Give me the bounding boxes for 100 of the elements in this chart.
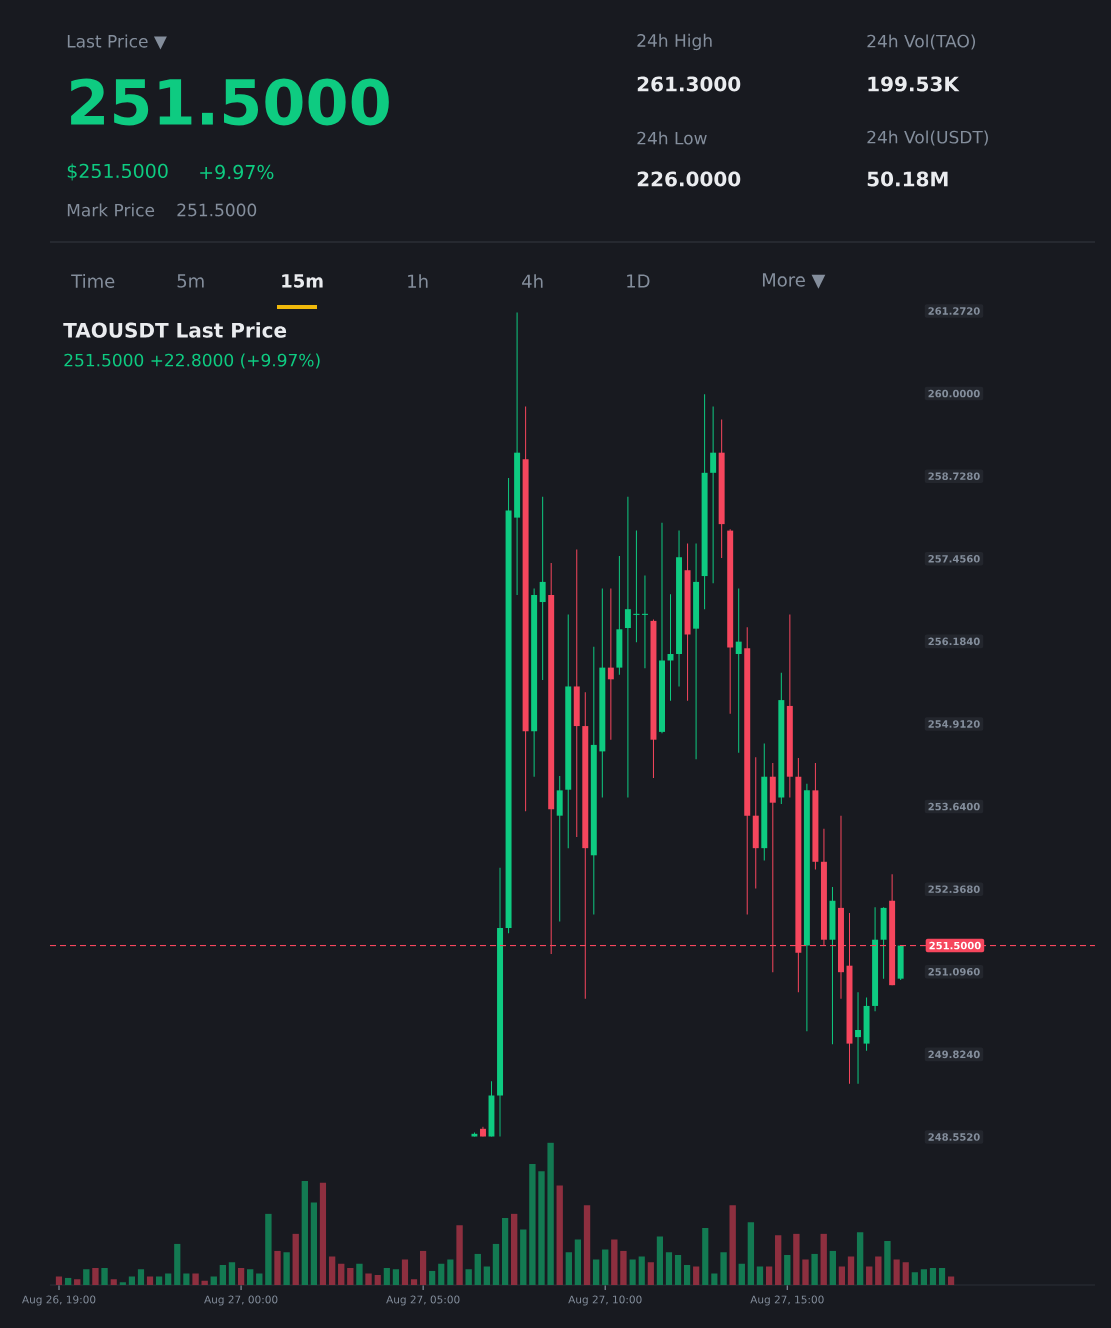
- bar: [866, 1266, 873, 1285]
- bar: [374, 1275, 381, 1285]
- bar: [511, 1213, 518, 1285]
- bar: [146, 1276, 154, 1285]
- text: 24h Vol(USDT): [867, 130, 988, 146]
- bar: [438, 1263, 445, 1285]
- bar: [64, 1277, 72, 1285]
- bar: [83, 1269, 90, 1285]
- bar: [647, 1262, 654, 1285]
- y-tick-label: 257.4560: [928, 555, 980, 563]
- bar: [674, 1255, 682, 1285]
- text: 226.0000: [637, 171, 741, 187]
- bar: [929, 1267, 937, 1285]
- bar: [711, 1273, 718, 1285]
- bar: [483, 1266, 491, 1285]
- bar: [338, 1263, 345, 1285]
- bar: [829, 1250, 836, 1285]
- bar: [201, 1280, 208, 1285]
- text: 1h: [408, 274, 428, 288]
- bar: [456, 1225, 463, 1285]
- bar: [602, 1249, 609, 1285]
- bar: [401, 1259, 409, 1285]
- bar: [592, 1259, 600, 1285]
- x-tick-label: Aug 27, 00:00: [204, 1295, 278, 1306]
- bar: [119, 1282, 126, 1285]
- bar: [492, 1243, 500, 1285]
- bar: [419, 1250, 427, 1285]
- candlestick: [607, 587, 614, 741]
- bar: [265, 1213, 272, 1285]
- x-tick-label: Aug 27, 10:00: [568, 1295, 642, 1306]
- bar: [465, 1269, 472, 1285]
- text: 4h: [522, 274, 543, 288]
- bar: [520, 1229, 527, 1285]
- text: 24h High: [637, 33, 712, 51]
- bar: [137, 1269, 145, 1285]
- text: TAOUSDT Last Price: [63, 322, 287, 338]
- y-tick-label: 248.5520: [928, 1133, 980, 1141]
- bar: [556, 1185, 563, 1285]
- text: Last Price ▼: [67, 34, 167, 50]
- bar: [292, 1233, 299, 1285]
- bar: [101, 1267, 108, 1285]
- bar: [629, 1259, 636, 1285]
- bar: [729, 1205, 736, 1285]
- bar: [383, 1267, 390, 1285]
- y-tick-label: 252.3680: [928, 885, 980, 893]
- text: Mark Price: [67, 203, 155, 217]
- bar: [547, 1142, 554, 1285]
- text: 251.5000 +22.8000 (+9.97%): [64, 353, 320, 369]
- bar: [665, 1252, 673, 1285]
- y-tick-label: 249.8240: [928, 1050, 980, 1059]
- bar: [565, 1252, 572, 1285]
- bar: [702, 1228, 709, 1285]
- bar: [256, 1273, 263, 1285]
- bar: [447, 1259, 454, 1285]
- bar: [92, 1267, 99, 1285]
- bar: [174, 1243, 181, 1285]
- bar: [947, 1276, 955, 1285]
- text: 199.53K: [868, 76, 960, 92]
- bar: [583, 1205, 591, 1285]
- bar: [210, 1276, 217, 1285]
- candlestick: [855, 991, 862, 1085]
- bar: [775, 1235, 782, 1285]
- bar: [656, 1236, 664, 1285]
- bar: [328, 1256, 336, 1285]
- bar: [620, 1250, 627, 1285]
- x-tick-label: Aug 27, 15:00: [750, 1295, 824, 1306]
- y-tick-label: 256.1840: [928, 637, 980, 646]
- bar: [356, 1263, 363, 1285]
- y-tick-label: 261.2720: [928, 307, 980, 315]
- bar: [501, 1218, 509, 1285]
- bar: [738, 1263, 745, 1285]
- bar: [347, 1267, 354, 1285]
- bar: [820, 1233, 827, 1285]
- candlestick: [624, 496, 631, 798]
- bar: [128, 1276, 136, 1285]
- bar: [574, 1239, 582, 1285]
- bar: [410, 1279, 418, 1285]
- bar: [474, 1253, 481, 1285]
- bar: [319, 1182, 327, 1285]
- bar: [765, 1266, 773, 1285]
- bar: [365, 1273, 372, 1285]
- text: 24h Vol(TAO): [867, 34, 976, 50]
- bar: [301, 1181, 308, 1285]
- bar: [228, 1262, 236, 1285]
- bar: [237, 1267, 245, 1285]
- y-tick-label: 253.6400: [928, 802, 980, 811]
- text: 261.3000: [637, 76, 741, 92]
- x-tick-label: Aug 26, 19:00: [22, 1295, 96, 1306]
- text: 5m: [177, 274, 204, 288]
- bar: [165, 1273, 172, 1285]
- bar: [875, 1256, 882, 1285]
- bar: [847, 1256, 855, 1285]
- candlestick: [539, 496, 546, 681]
- text: 251.5000: [71, 78, 389, 126]
- bar: [611, 1239, 618, 1285]
- bar: [911, 1272, 918, 1285]
- bar: [811, 1253, 818, 1285]
- bar: [856, 1232, 864, 1285]
- bar: [720, 1252, 727, 1285]
- bar: [183, 1273, 190, 1285]
